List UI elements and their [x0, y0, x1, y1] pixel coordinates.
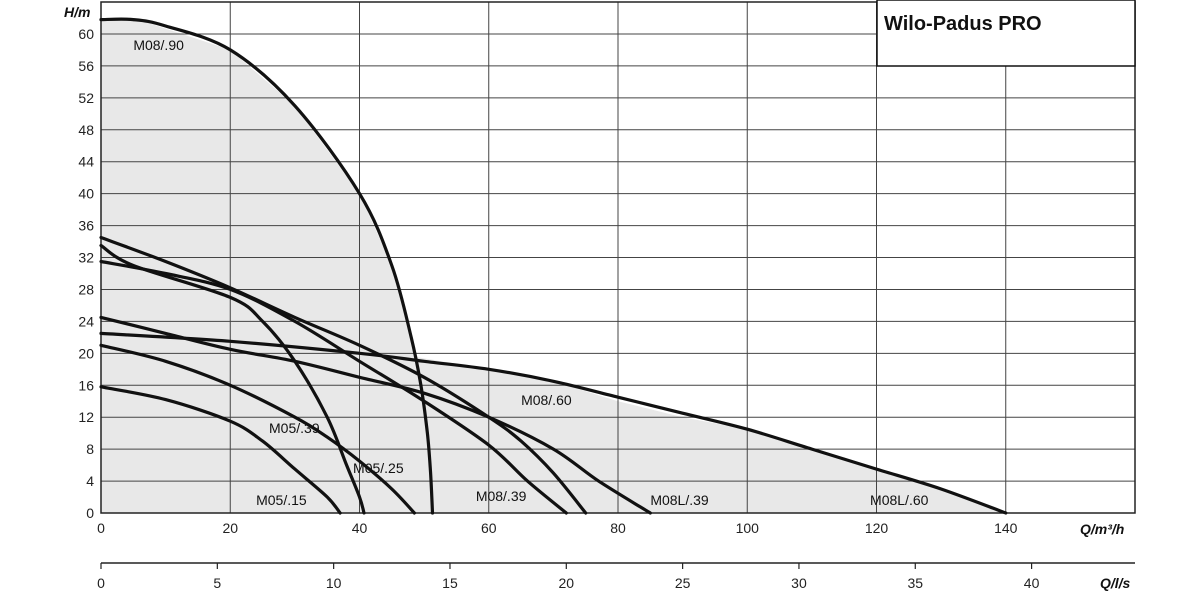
y-tick-label: 0: [86, 505, 94, 521]
curve-label: M08/.60: [521, 392, 572, 408]
y-axis-label: H/m: [64, 4, 90, 20]
x-tick-label: 20: [222, 520, 238, 536]
y-tick-label: 16: [78, 377, 94, 393]
y-tick-label: 60: [78, 26, 94, 42]
x-tick-label: 120: [865, 520, 889, 536]
chart-title: Wilo-Padus PRO: [884, 13, 1042, 35]
y-tick-label: 28: [78, 281, 94, 297]
secondary-x-tick-label: 10: [326, 575, 342, 591]
y-tick-label: 36: [78, 218, 94, 234]
title-box: Wilo-Padus PRO: [876, 0, 1136, 67]
curves: [99, 17, 1008, 515]
secondary-x-tick-label: 25: [675, 575, 691, 591]
curve-label: M08/.90: [133, 37, 184, 53]
envelope-fill: [101, 18, 1006, 513]
x-tick-label: 40: [352, 520, 368, 536]
y-tick-label: 4: [86, 473, 94, 489]
x-axis-label: Q/m³/h: [1080, 521, 1124, 537]
curve-m08l-39: [99, 315, 652, 515]
curve-label: M08/.39: [476, 488, 527, 504]
secondary-x-tick-label: 30: [791, 575, 807, 591]
y-tick-label: 40: [78, 186, 94, 202]
operating-envelope: [101, 18, 1006, 513]
y-tick-label: 52: [78, 90, 94, 106]
secondary-x-axis-label: Q/l/s: [1100, 575, 1131, 591]
secondary-x-tick-label: 5: [213, 575, 221, 591]
y-tick-label: 20: [78, 345, 94, 361]
secondary-x-tick-label: 15: [442, 575, 458, 591]
curve-label: M05/.15: [256, 492, 307, 508]
curve-label: M05/.39: [269, 420, 320, 436]
secondary-x-tick-label: 40: [1024, 575, 1040, 591]
secondary-x-tick-label: 0: [97, 575, 105, 591]
y-tick-label: 24: [78, 313, 94, 329]
curve-m05-39: [99, 243, 366, 515]
curve-label: M08L/.60: [870, 492, 929, 508]
x-tick-label: 140: [994, 520, 1018, 536]
curve-labels: M08/.90 M08/.60 M05/.39 M05/.25 M08/.39 M08L/…: [133, 37, 928, 508]
y-tick-label: 8: [86, 441, 94, 457]
curve-m08-90: [99, 17, 435, 515]
x-tick-label: 100: [736, 520, 760, 536]
curve-m08l-60: [99, 331, 1008, 515]
axes: 0 20 40 60 80 100 120 1400481216202428323640444…: [78, 26, 1135, 591]
curve-m05-25: [99, 343, 416, 515]
plot-frame: [100, 1, 1136, 514]
x-tick-label: 60: [481, 520, 497, 536]
curve-label: M05/.25: [353, 460, 404, 476]
x-tick-label: 0: [97, 520, 105, 536]
secondary-x-tick-label: 35: [907, 575, 923, 591]
y-tick-label: 44: [78, 154, 94, 170]
curve-m08-39: [99, 259, 568, 515]
y-tick-label: 12: [78, 409, 94, 425]
y-tick-label: 56: [78, 58, 94, 74]
y-tick-label: 32: [78, 250, 94, 266]
curve-label: M08L/.39: [650, 492, 709, 508]
secondary-x-tick-label: 20: [559, 575, 575, 591]
x-tick-label: 80: [610, 520, 626, 536]
y-tick-label: 48: [78, 122, 94, 138]
curve-m05-15: [99, 385, 342, 515]
